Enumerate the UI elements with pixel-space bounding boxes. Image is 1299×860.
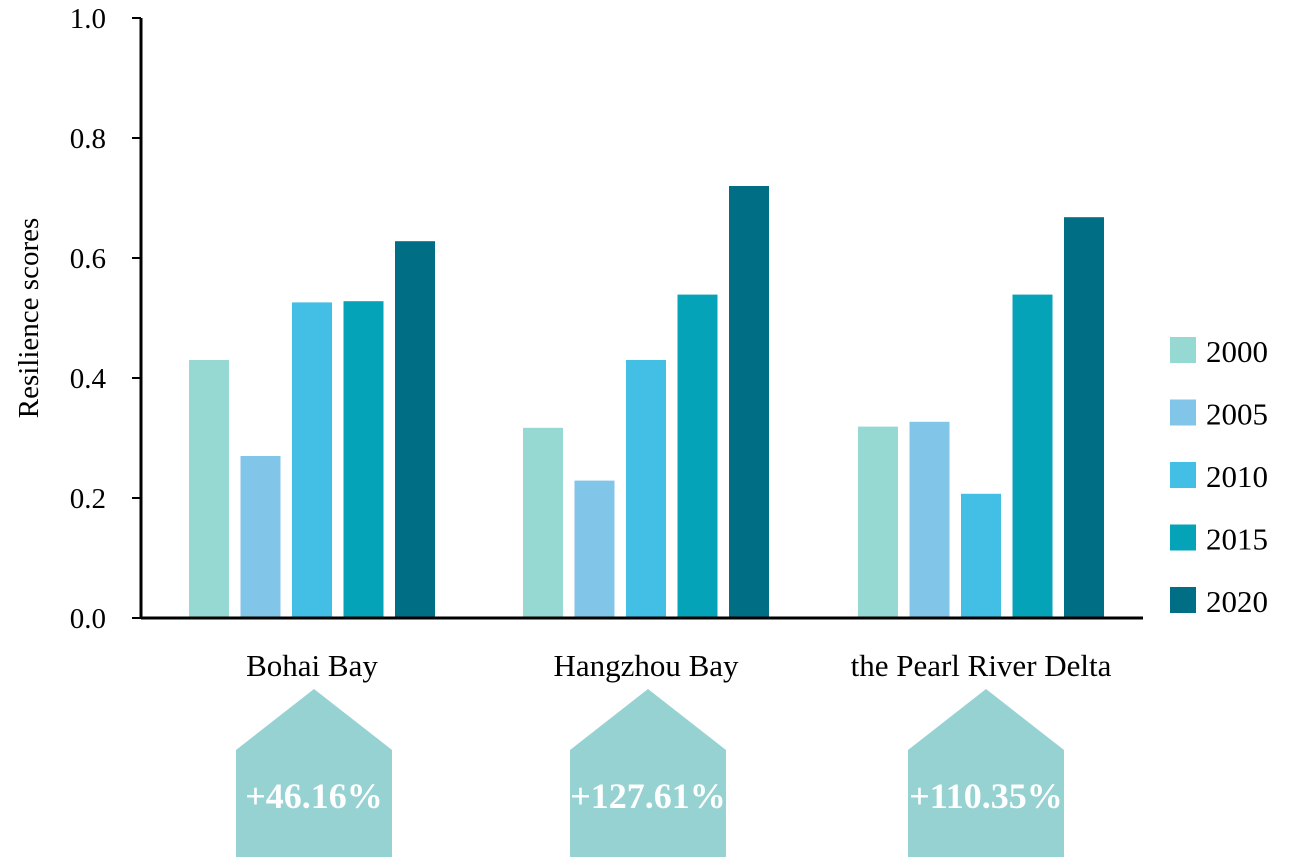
bar-2000: [858, 426, 898, 618]
growth-badge: [236, 689, 392, 857]
y-tick-label: 0.0: [70, 603, 106, 635]
bar-2005: [909, 421, 950, 618]
bar-2020: [729, 186, 769, 618]
legend-label-2000: 2000: [1206, 334, 1268, 369]
bar-2015: [677, 294, 718, 618]
category-label: Bohai Bay: [246, 648, 378, 683]
bar-2015: [343, 301, 384, 618]
bar-2015: [1012, 294, 1053, 618]
bar-2000: [523, 427, 563, 618]
bar-2020: [395, 241, 435, 618]
bar-2010: [626, 360, 666, 618]
y-tick-label: 0.6: [70, 243, 106, 275]
legend-label-2005: 2005: [1206, 397, 1268, 432]
growth-label: +46.16%: [245, 776, 383, 816]
y-tick-label: 1.0: [70, 3, 106, 35]
growth-label: +127.61%: [570, 776, 726, 816]
legend-label-2020: 2020: [1206, 584, 1268, 619]
bars-group: [189, 186, 1104, 618]
category-label: Hangzhou Bay: [553, 648, 739, 683]
y-ticks-group: 0.0 0.2 0.4 0.6 0.8 1.0: [70, 3, 141, 635]
bar-2000: [189, 360, 229, 618]
y-tick-label: 0.8: [70, 123, 106, 155]
legend-label-2010: 2010: [1206, 459, 1268, 494]
growth-badge: [570, 689, 726, 857]
y-tick-label: 0.4: [70, 363, 107, 395]
bar-2005: [240, 456, 281, 618]
growth-label: +110.35%: [909, 776, 1063, 816]
bar-2020: [1064, 217, 1104, 618]
y-tick-label: 0.2: [70, 483, 106, 515]
bar-2005: [574, 480, 615, 618]
category-label: the Pearl River Delta: [851, 648, 1112, 683]
growth-badge: [908, 689, 1064, 857]
legend-swatch-2005: [1170, 399, 1196, 426]
legend-label-2015: 2015: [1206, 522, 1268, 557]
legend-swatch-2010: [1170, 462, 1196, 488]
axes-group: [139, 18, 1143, 620]
bar-2010: [961, 493, 1001, 618]
y-axis-title: Resilience scores: [13, 218, 45, 419]
legend: 2000 2005 2010 2015 2020: [1170, 334, 1268, 619]
legend-swatch-2020: [1170, 587, 1196, 613]
growth-badges-group: +46.16% +127.61% +110.35%: [236, 689, 1064, 857]
legend-swatch-2000: [1170, 337, 1196, 363]
bar-2010: [292, 302, 332, 618]
category-labels-group: Bohai Bay Hangzhou Bay the Pearl River Del…: [246, 648, 1112, 683]
legend-swatch-2015: [1170, 524, 1196, 551]
